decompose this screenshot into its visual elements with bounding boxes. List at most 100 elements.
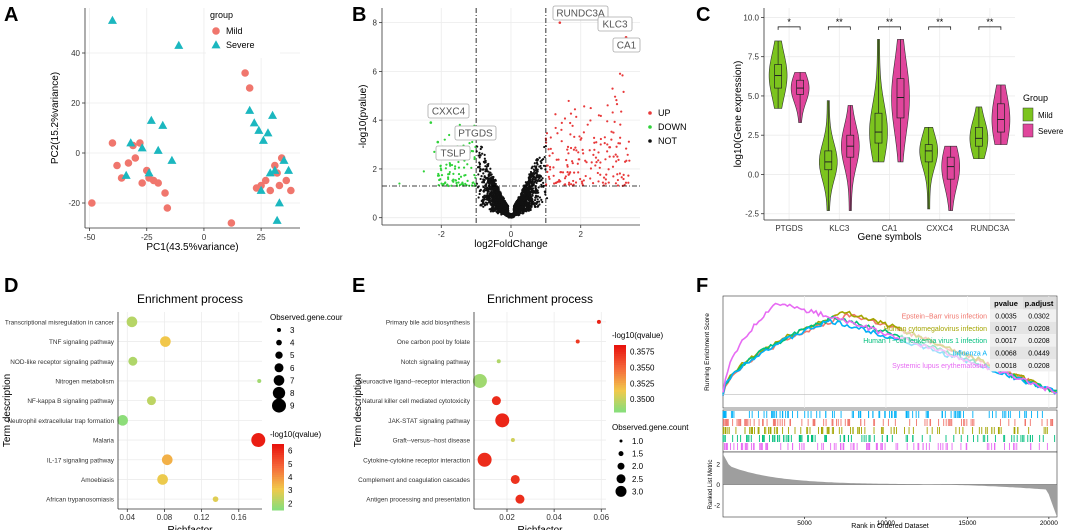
gene-point — [522, 199, 525, 202]
gene-point — [508, 213, 511, 216]
gene-point-up — [566, 148, 569, 151]
gene-point-up — [567, 99, 570, 103]
gene-point-down — [433, 150, 436, 153]
gene-point — [500, 195, 503, 198]
gene-point-up — [615, 160, 618, 163]
gene-point-up — [555, 158, 558, 161]
color-bar-segment — [614, 349, 626, 353]
gene-point-up — [560, 140, 563, 143]
gene-point-up — [569, 112, 573, 115]
point-severe — [256, 185, 266, 194]
gene-point — [531, 165, 534, 168]
color-bar-segment — [614, 345, 626, 348]
point-mild — [154, 179, 162, 187]
gene-point — [490, 194, 493, 198]
point-mild — [131, 154, 140, 162]
panel-label-a: A — [4, 4, 18, 26]
gene-point — [479, 154, 482, 157]
box-iqr — [975, 126, 983, 147]
gene-point-up — [597, 159, 600, 162]
term-label: Nitrogen metabolism — [55, 378, 114, 385]
gene-point — [529, 172, 532, 176]
gene-point-up — [574, 181, 578, 184]
gene-point-up — [582, 179, 585, 182]
significance-label: ** — [936, 17, 944, 27]
size-legend-label: 2.0 — [632, 462, 644, 471]
gene-point — [514, 210, 517, 214]
gene-point-up — [584, 159, 587, 162]
color-bar-segment — [272, 505, 284, 509]
color-bar-segment — [614, 396, 626, 400]
gene-point — [503, 211, 507, 215]
gene-point — [479, 167, 482, 170]
gene-point-up — [590, 161, 593, 164]
point-severe — [144, 168, 154, 177]
point-severe — [279, 155, 289, 164]
gene-point — [541, 177, 544, 180]
gene-point-up — [554, 126, 557, 130]
metric-tick-label: 0 — [716, 482, 720, 489]
size-legend-label: 3.0 — [632, 487, 644, 496]
color-bar-segment — [272, 488, 284, 491]
pathway-pvalue: 0.0018 — [995, 363, 1017, 370]
gene-point — [495, 208, 498, 211]
box-iqr — [774, 64, 782, 89]
size-legend-key — [277, 328, 281, 332]
gene-point-up — [582, 152, 585, 155]
point-mild — [245, 84, 254, 92]
gene-point-down — [470, 149, 473, 153]
gene-point-up — [547, 175, 551, 178]
y-tick-label: 10.0 — [743, 13, 759, 22]
legend-key-mild — [1022, 107, 1034, 122]
gene-point-up — [621, 74, 624, 77]
gene-point — [482, 172, 485, 175]
gene-point-up — [583, 105, 586, 108]
gene-point — [482, 205, 485, 208]
gene-point — [532, 200, 535, 203]
gene-point-down — [447, 177, 450, 181]
gene-point-up — [613, 120, 616, 123]
gene-point — [497, 187, 500, 190]
gene-point-up — [565, 158, 568, 162]
legend-key-severe — [211, 40, 221, 49]
gene-point — [532, 181, 535, 185]
gene-point-down — [466, 179, 469, 182]
gene-point — [529, 186, 532, 190]
gene-label-box — [435, 145, 471, 161]
gene-point-up — [612, 131, 615, 134]
box-iqr — [924, 144, 933, 163]
gene-point-up — [589, 106, 592, 110]
term-label: TNF signaling pathway — [49, 339, 115, 346]
color-bar-segment — [614, 376, 626, 379]
significance-label: ** — [886, 17, 894, 27]
gene-point — [500, 212, 504, 216]
gene-point-down — [473, 173, 476, 177]
gene-point — [502, 204, 505, 207]
gene-point-up — [617, 142, 620, 145]
size-legend-label: 1.0 — [632, 437, 644, 446]
gene-point — [481, 152, 484, 155]
gene-point-up — [624, 181, 628, 184]
pathway-name: Human cytomegalovirus infection — [884, 326, 987, 333]
gene-point — [488, 196, 491, 200]
x-axis-title: PC1(43.5%variance) — [146, 242, 238, 253]
gene-label-box — [454, 125, 497, 141]
point-mild — [257, 181, 265, 190]
gene-point-up — [578, 135, 581, 138]
point-severe — [270, 165, 280, 174]
gene-point-up — [604, 178, 607, 181]
gene-point — [528, 177, 531, 180]
color-bar-segment — [272, 474, 284, 478]
gene-point — [507, 216, 510, 219]
gene-point — [491, 179, 495, 182]
point-mild — [271, 161, 279, 170]
x-axis-title: Gene symbols — [858, 232, 922, 243]
gene-point-down — [472, 181, 475, 184]
gene-point — [533, 162, 536, 165]
color-bar-segment — [272, 494, 284, 498]
gene-point-up — [552, 182, 556, 185]
gene-point — [496, 189, 499, 192]
legend-key-not — [648, 139, 652, 143]
